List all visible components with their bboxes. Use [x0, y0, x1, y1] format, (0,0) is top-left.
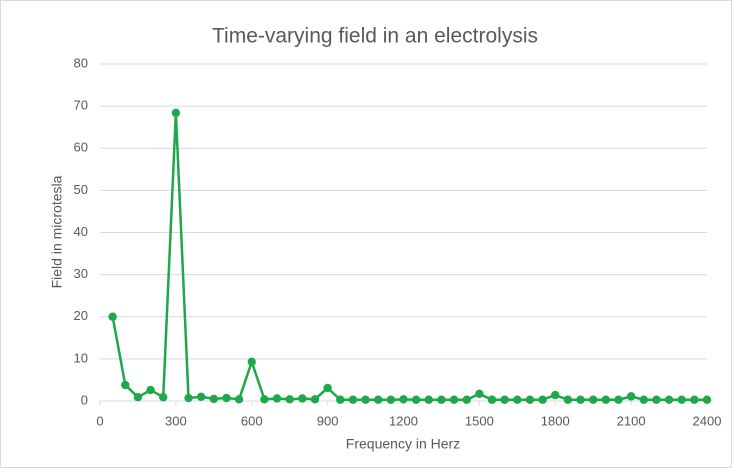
point	[222, 393, 231, 403]
y-tick-label: 40	[74, 224, 88, 239]
point	[146, 385, 155, 395]
point	[449, 395, 459, 404]
y-tick-label: 80	[74, 55, 88, 70]
point	[652, 395, 661, 404]
y-tick-label: 20	[74, 308, 88, 323]
point	[285, 395, 294, 404]
point	[386, 395, 396, 404]
point	[513, 395, 522, 404]
point	[374, 395, 383, 404]
point	[626, 392, 636, 401]
point	[209, 394, 219, 404]
point	[424, 395, 433, 404]
point	[247, 357, 256, 367]
point	[500, 395, 509, 404]
x-tick-label: 600	[241, 413, 263, 428]
point	[323, 383, 332, 393]
point	[196, 392, 206, 401]
y-tick-label: 0	[81, 392, 88, 407]
x-tick-label: 1500	[465, 413, 494, 428]
x-tick-label: 2400	[693, 413, 722, 428]
x-tick-label: 0	[96, 413, 103, 428]
x-axis-title: Frequency in Herz	[346, 436, 460, 452]
y-tick-label: 10	[74, 350, 88, 365]
point	[159, 393, 168, 402]
point	[475, 389, 484, 399]
point	[361, 395, 370, 404]
x-tick-label: 2100	[617, 413, 646, 428]
point	[601, 395, 611, 404]
point	[677, 395, 686, 404]
x-tick-label: 1200	[389, 413, 418, 428]
point	[108, 312, 117, 321]
point	[487, 395, 497, 404]
point	[272, 394, 282, 403]
point	[260, 395, 269, 404]
point	[411, 395, 421, 404]
point	[538, 395, 547, 404]
point	[133, 393, 143, 402]
point	[462, 395, 471, 404]
point	[639, 395, 648, 404]
point	[614, 395, 623, 404]
point	[563, 395, 573, 404]
point	[588, 395, 598, 404]
point	[664, 395, 674, 404]
point	[184, 393, 193, 403]
point	[576, 395, 585, 404]
y-tick-label: 30	[74, 266, 88, 281]
point	[690, 395, 699, 404]
point	[525, 395, 535, 404]
point	[551, 390, 560, 400]
y-tick-label: 50	[74, 182, 88, 197]
point	[399, 395, 408, 404]
y-tick-label: 70	[74, 98, 88, 113]
point	[336, 395, 345, 404]
point	[298, 394, 307, 403]
point	[121, 380, 130, 390]
point	[702, 395, 712, 404]
y-tick-label: 60	[74, 140, 88, 155]
x-tick-label: 300	[165, 413, 187, 428]
point	[171, 108, 181, 118]
chart-title: Time-varying field in an electrolysis	[212, 25, 538, 48]
y-axis-title: Field in microtesla	[49, 175, 65, 288]
x-tick-label: 900	[317, 413, 339, 428]
point	[310, 395, 320, 404]
x-tick-label: 1800	[541, 413, 570, 428]
point	[348, 395, 358, 404]
point	[437, 395, 446, 404]
point	[234, 395, 244, 404]
